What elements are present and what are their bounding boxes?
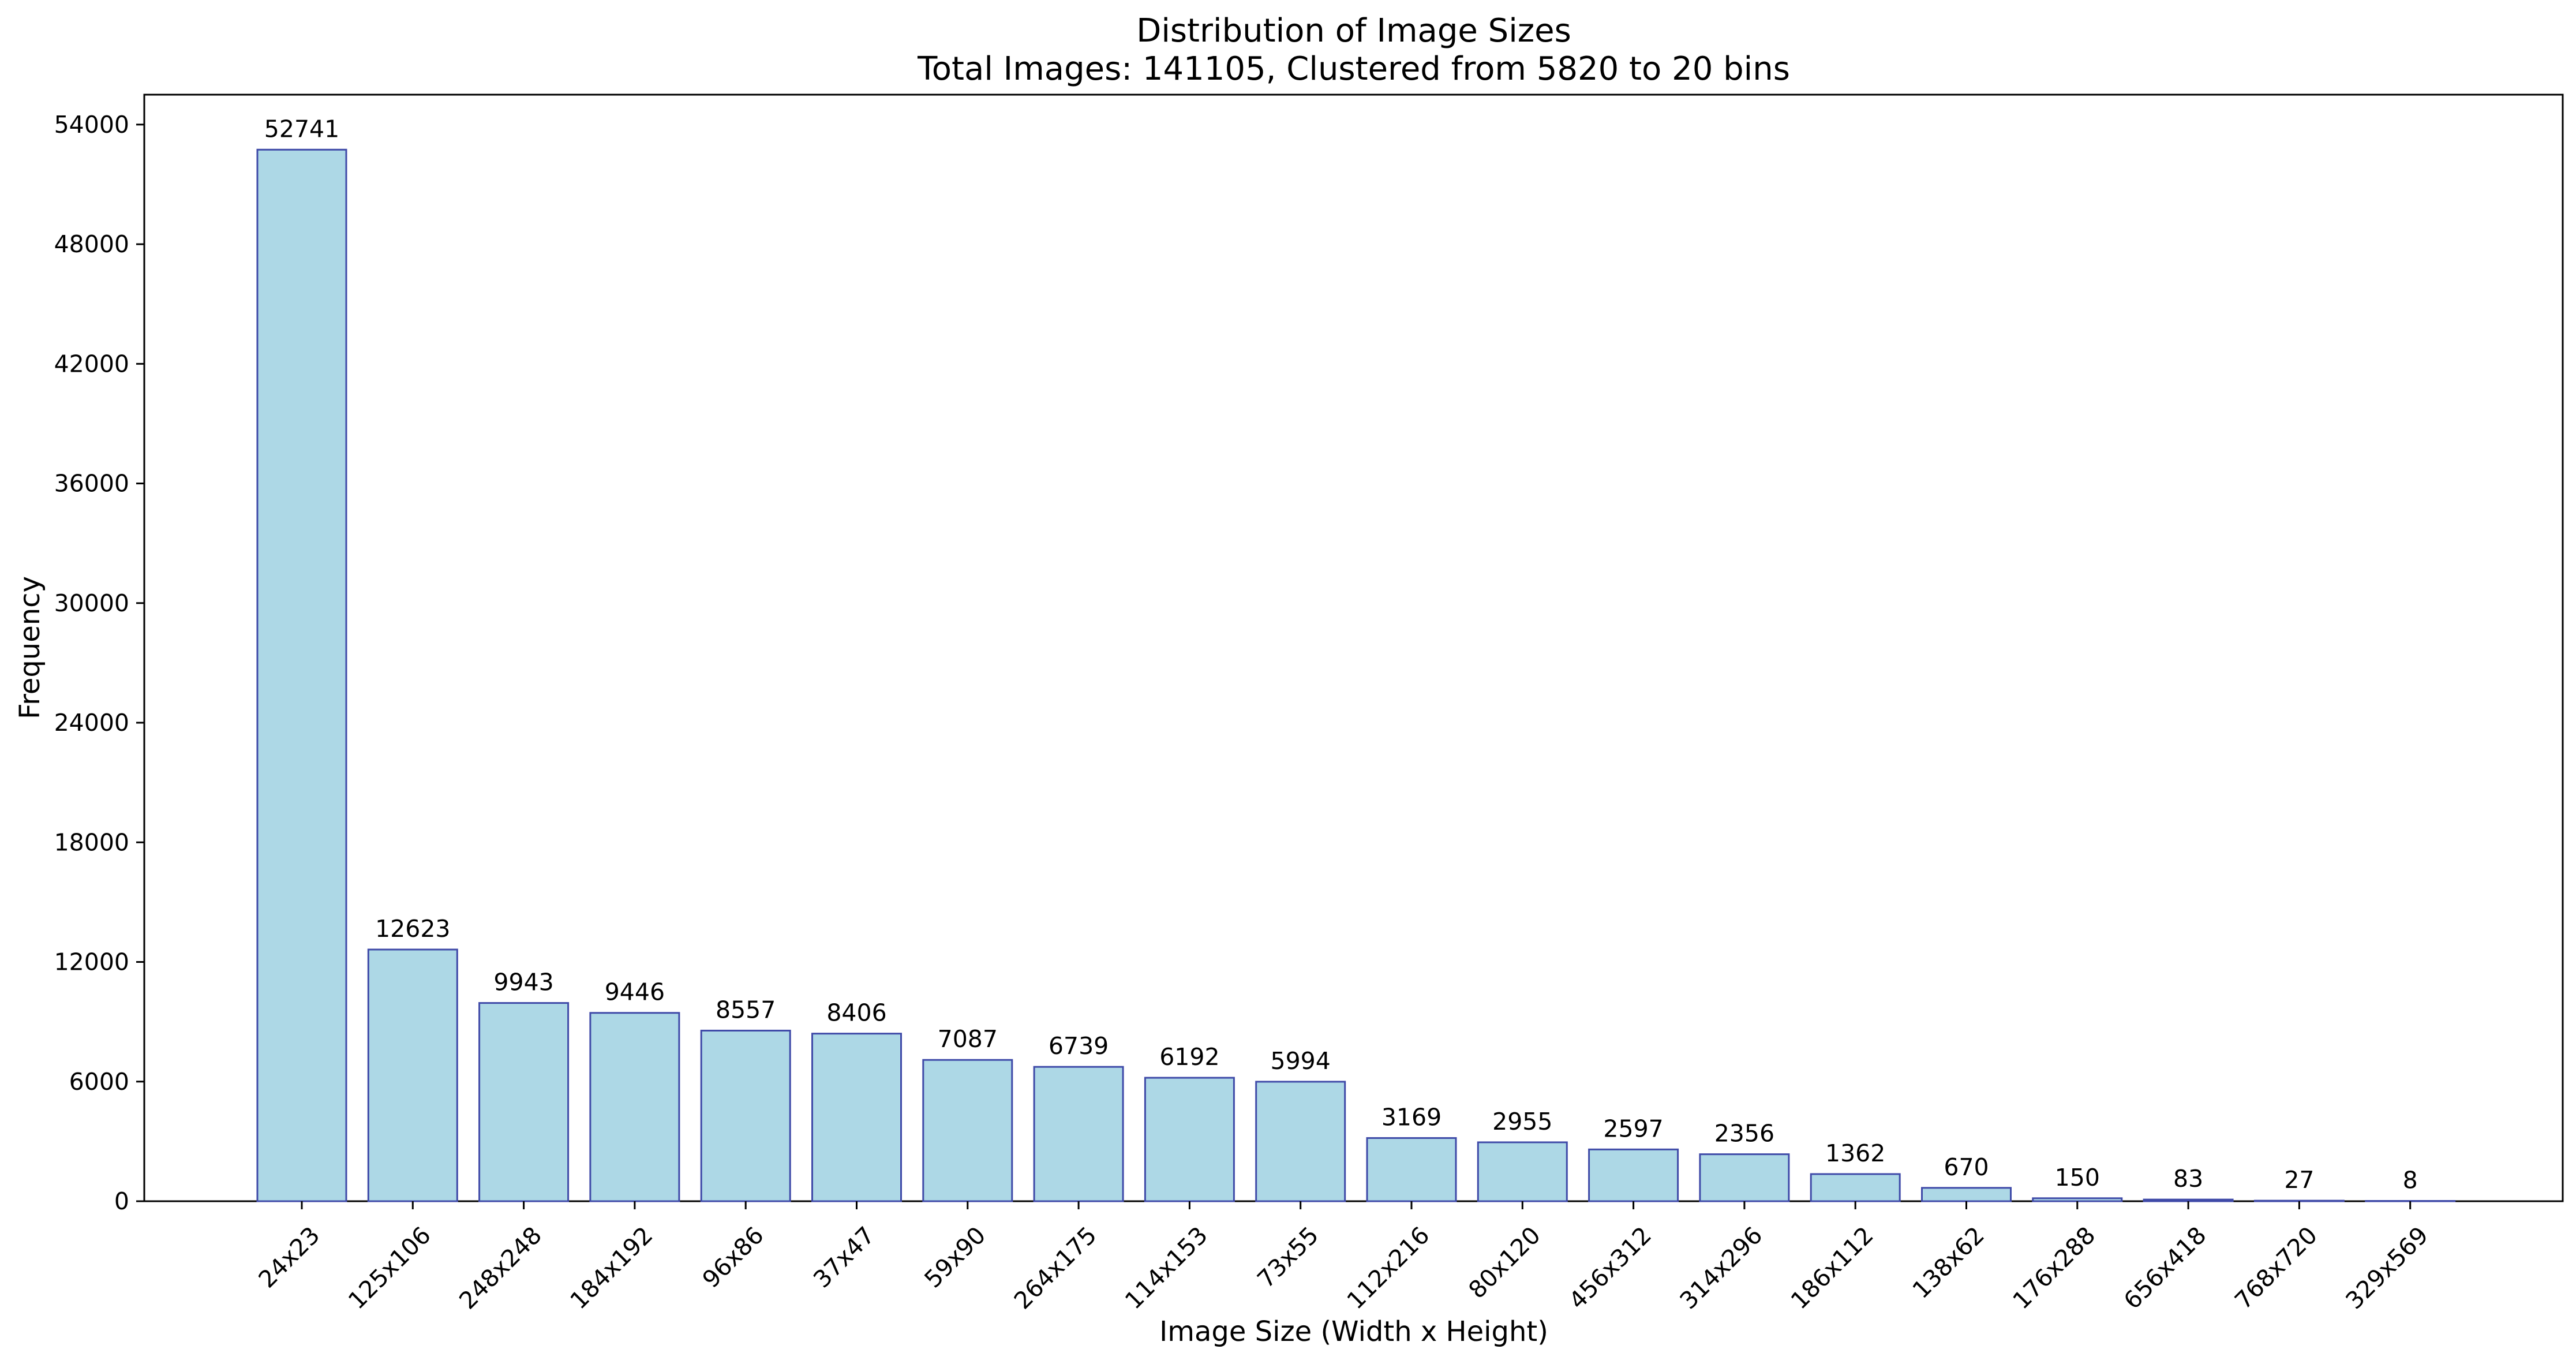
x-tick-label: 186x112 [1785,1221,1879,1315]
value-label: 150 [2055,1164,2100,1191]
x-tick-label: 59x90 [919,1221,991,1294]
x-tick-label: 314x296 [1675,1221,1768,1315]
x-tick-label: 248x248 [454,1221,547,1315]
value-label: 2955 [1492,1108,1552,1135]
y-tick-label: 36000 [54,470,129,498]
bar-456x312 [1588,1148,1679,1202]
x-tick-label: 96x86 [697,1221,769,1294]
value-label: 9446 [605,978,665,1006]
x-tick-label: 329x569 [2340,1221,2433,1315]
bar-59x90 [922,1059,1013,1202]
bar-314x296 [1699,1153,1790,1202]
value-label: 83 [2173,1165,2203,1193]
chart-subtitle: Total Images: 141105, Clustered from 582… [917,50,1790,88]
plot-area: 52741 12623 9943 9446 8557 8406 7087 6739 6192 59… [54,94,2564,1315]
bar-112x216 [1366,1137,1457,1202]
bars-group [256,148,2456,1202]
x-tick-label: 73x55 [1252,1221,1324,1294]
value-label: 8406 [826,999,886,1027]
value-label: 2597 [1603,1115,1663,1142]
bar-138x62 [1921,1187,2012,1202]
bar-656x418 [2143,1198,2234,1202]
value-label: 1362 [1825,1139,1885,1167]
value-label: 5994 [1271,1047,1331,1075]
chart-title: Distribution of Image Sizes [1136,12,1571,50]
bar-80x120 [1477,1141,1568,1202]
bar-184x192 [589,1012,680,1202]
value-label: 12623 [375,915,450,943]
x-tick-label: 264x175 [1009,1221,1102,1315]
x-tick-label: 184x192 [565,1221,658,1315]
value-label: 9943 [493,969,553,996]
y-tick-label: 6000 [69,1068,129,1096]
y-tick-label: 0 [114,1187,129,1215]
y-ticks-group: 0 6000 12000 18000 24000 30000 36000 42000 48000… [54,111,144,1215]
value-label: 6739 [1049,1032,1109,1060]
bar-114x153 [1144,1077,1235,1202]
bar-329x569 [2365,1200,2456,1202]
value-label: 670 [1944,1153,1989,1181]
x-tick-label: 768x720 [2229,1221,2323,1315]
value-labels-group: 52741 12623 9943 9446 8557 8406 7087 6739 6192 59… [264,115,2418,1194]
value-label: 52741 [264,115,339,143]
y-tick-label: 54000 [54,111,129,139]
y-tick-label: 30000 [54,589,129,617]
bar-186x112 [1810,1173,1901,1202]
value-label: 8557 [716,996,776,1023]
value-label: 3169 [1381,1104,1441,1131]
bar-96x86 [700,1029,791,1202]
bar-24x23 [256,148,347,1202]
y-axis-label: Frequency [14,576,46,719]
y-tick-label: 48000 [54,230,129,258]
y-tick-label: 42000 [54,350,129,378]
x-tick-label: 656x418 [2118,1221,2212,1315]
x-axis-label: Image Size (Width x Height) [1159,1316,1548,1348]
y-tick-label: 24000 [54,709,129,737]
bar-37x47 [811,1033,902,1202]
x-tick-label: 80x120 [1463,1221,1546,1304]
bar-248x248 [478,1002,570,1202]
value-label: 27 [2284,1166,2314,1194]
x-tick-label: 125x106 [343,1221,436,1315]
x-tick-label: 114x153 [1119,1221,1213,1315]
x-tick-label: 37x47 [808,1221,880,1294]
value-label: 2356 [1714,1120,1774,1148]
x-tick-label: 456x312 [1563,1221,1657,1315]
y-tick-label: 12000 [54,948,129,976]
y-tick-label: 18000 [54,828,129,856]
x-tick-label: 138x62 [1907,1221,1990,1304]
x-tick-label: 112x216 [1342,1221,1435,1315]
x-tick-label: 24x23 [253,1221,325,1294]
value-label: 8 [2403,1167,2418,1194]
x-tick-label: 176x288 [2008,1221,2101,1315]
bar-125x106 [367,948,458,1202]
bar-264x175 [1033,1066,1124,1202]
bar-73x55 [1255,1081,1346,1202]
x-ticks-group: 24x23 125x106 248x248 184x192 96x86 37x47 59x9… [253,1201,2433,1315]
value-label: 6192 [1159,1043,1219,1071]
bar-176x288 [2032,1197,2123,1202]
value-label: 7087 [938,1025,998,1053]
